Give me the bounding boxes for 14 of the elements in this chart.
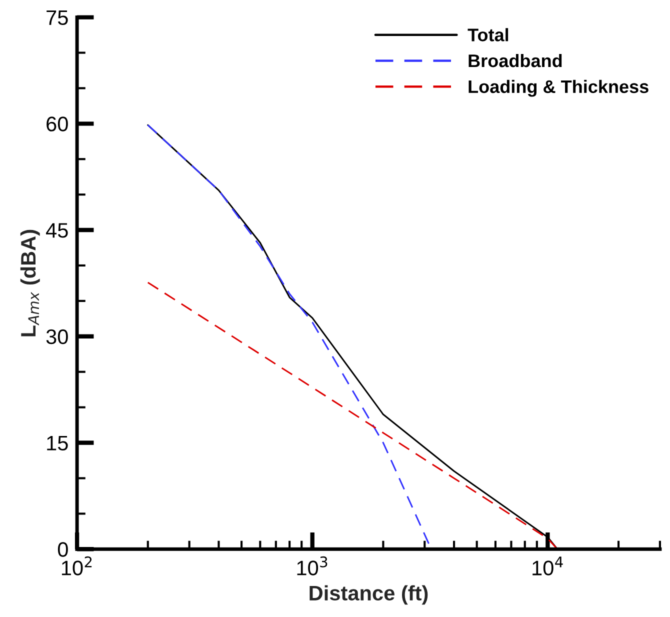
legend-label: Broadband (468, 54, 562, 68)
x-tick-label: 10$^{3}$ (297, 556, 328, 576)
y-tick-label: 30 (46, 329, 68, 344)
y-tick-label: 75 (46, 10, 68, 26)
y-tick-label: 15 (47, 436, 68, 451)
y-tick-label: 0 (58, 542, 68, 557)
y-tick-label: 45 (46, 223, 68, 238)
x-tick-label: 10$^{4}$ (532, 556, 563, 576)
legend-label: Total (468, 28, 508, 42)
y-tick-label: 60 (46, 116, 68, 132)
legend-label: Loading & Thickness (468, 80, 648, 97)
y-axis-title: L$_{Amx}$ (dBA) (20, 230, 40, 336)
x-axis-title: Distance (ft) (310, 585, 428, 605)
x-tick-label: 10$^{2}$ (62, 556, 92, 576)
